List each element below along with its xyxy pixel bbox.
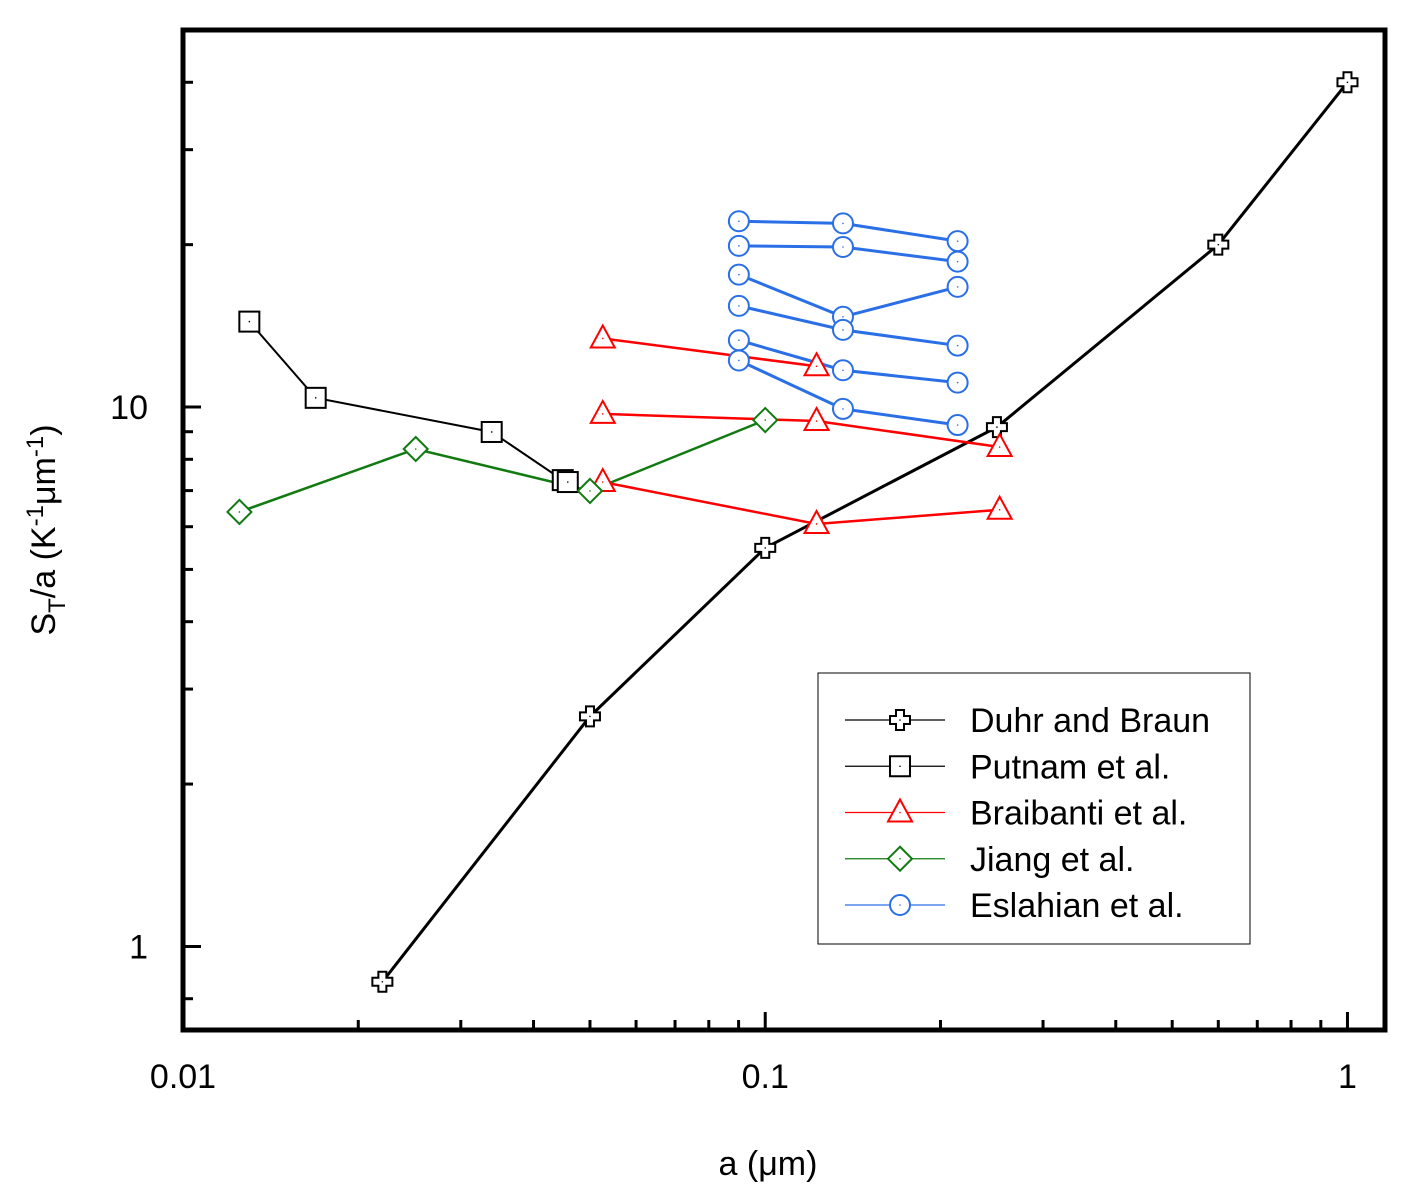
marker-center bbox=[738, 359, 740, 362]
marker-center bbox=[764, 419, 767, 421]
legend-marker bbox=[886, 797, 914, 823]
y-axis-label-part: -1 bbox=[22, 505, 49, 526]
marker-center bbox=[738, 220, 740, 223]
y-axis-label-part: ) bbox=[25, 424, 63, 435]
marker-center bbox=[956, 260, 959, 263]
marker-center bbox=[815, 523, 818, 525]
x-tick-label: 0.1 bbox=[742, 1058, 789, 1096]
y-axis-label-part: S bbox=[25, 613, 63, 636]
legend-label: Braibanti et al. bbox=[970, 795, 1187, 833]
marker-center bbox=[996, 426, 998, 428]
x-tick-label: 0.01 bbox=[150, 1058, 216, 1096]
legend-label: Eslahian et al. bbox=[970, 887, 1184, 925]
marker-center bbox=[738, 245, 740, 247]
y-axis-label-part: /a (K bbox=[25, 526, 63, 598]
marker-center bbox=[956, 240, 959, 242]
marker-center bbox=[842, 246, 844, 248]
marker-center bbox=[601, 337, 604, 340]
marker-center bbox=[998, 508, 1001, 511]
marker-center bbox=[815, 365, 818, 368]
y-axis-label-part: μm bbox=[25, 457, 63, 505]
legend-label: Jiang et al. bbox=[970, 841, 1134, 879]
y-axis-label-part: -1 bbox=[22, 436, 49, 457]
marker-triangle bbox=[985, 494, 1014, 520]
x-tick-label: 1 bbox=[1338, 1058, 1357, 1096]
marker-center bbox=[842, 329, 844, 331]
marker-center bbox=[738, 339, 740, 342]
marker-center bbox=[1217, 243, 1220, 246]
marker-center bbox=[842, 408, 844, 410]
marker-center bbox=[1346, 81, 1349, 84]
marker-center bbox=[899, 719, 901, 721]
marker-center bbox=[238, 511, 241, 513]
marker-center bbox=[601, 481, 604, 483]
marker-center bbox=[381, 980, 384, 983]
marker-center bbox=[899, 765, 901, 768]
marker-center bbox=[899, 904, 901, 906]
legend-label: Putnam et al. bbox=[970, 748, 1170, 786]
legend-label: Duhr and Braun bbox=[970, 702, 1210, 740]
x-axis-label: a (μm) bbox=[719, 1145, 818, 1183]
marker-center bbox=[956, 424, 959, 426]
marker-center bbox=[248, 320, 251, 323]
marker-center bbox=[998, 446, 1001, 448]
y-axis-label-part: T bbox=[44, 598, 71, 613]
series-line bbox=[239, 418, 766, 514]
marker-center bbox=[764, 547, 767, 549]
y-tick-label: 10 bbox=[110, 389, 148, 427]
marker-triangle bbox=[802, 508, 831, 534]
marker-triangle bbox=[589, 323, 617, 349]
marker-center bbox=[842, 222, 844, 225]
marker-triangle bbox=[589, 398, 617, 424]
marker-center bbox=[842, 369, 844, 372]
series-line bbox=[602, 337, 817, 368]
marker-triangle bbox=[802, 405, 831, 432]
y-axis-label: ST/a (K-1μm-1) bbox=[22, 424, 71, 635]
marker-center bbox=[956, 344, 959, 347]
marker-center bbox=[842, 315, 844, 318]
marker-center bbox=[314, 397, 317, 399]
marker-center bbox=[589, 490, 591, 492]
marker-triangle bbox=[802, 351, 831, 377]
y-tick-label: 1 bbox=[129, 928, 148, 966]
marker-center bbox=[414, 448, 417, 450]
marker-center bbox=[738, 305, 740, 307]
series-line bbox=[381, 81, 1349, 983]
marker-center bbox=[738, 273, 740, 276]
marker-center bbox=[589, 715, 591, 718]
marker-center bbox=[956, 381, 959, 384]
marker-center bbox=[956, 286, 959, 288]
plot-frame bbox=[180, 27, 1388, 1033]
marker-center bbox=[899, 811, 901, 814]
marker-center bbox=[566, 481, 569, 483]
marker-triangle bbox=[985, 431, 1014, 458]
marker-center bbox=[490, 431, 493, 433]
marker-center bbox=[815, 420, 818, 422]
marker-center bbox=[899, 857, 901, 860]
marker-center bbox=[601, 413, 604, 415]
